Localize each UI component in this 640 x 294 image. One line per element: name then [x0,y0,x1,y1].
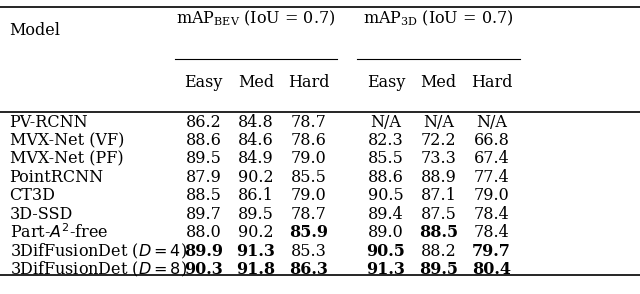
Text: 89.4: 89.4 [368,206,404,223]
Text: 79.0: 79.0 [474,187,509,204]
Text: Med: Med [420,74,456,91]
Text: mAP$_{\mathregular{3D}}$ (IoU = 0.7): mAP$_{\mathregular{3D}}$ (IoU = 0.7) [364,9,514,28]
Text: 86.2: 86.2 [186,113,221,131]
Text: 78.7: 78.7 [291,113,326,131]
Text: 86.1: 86.1 [238,187,274,204]
Text: 3D-SSD: 3D-SSD [10,206,73,223]
Text: 90.5: 90.5 [367,243,405,260]
Text: 84.6: 84.6 [238,132,274,149]
Text: 91.3: 91.3 [367,261,405,278]
Text: N/A: N/A [476,113,507,131]
Text: CT3D: CT3D [10,187,56,204]
Text: 82.3: 82.3 [368,132,404,149]
Text: N/A: N/A [423,113,454,131]
Text: 88.2: 88.2 [420,243,456,260]
Text: 84.9: 84.9 [238,151,274,167]
Text: 88.6: 88.6 [368,169,404,186]
Text: 89.0: 89.0 [368,224,404,241]
Text: 87.1: 87.1 [420,187,456,204]
Text: 87.5: 87.5 [420,206,456,223]
Text: MVX-Net (PF): MVX-Net (PF) [10,151,124,167]
Text: 85.9: 85.9 [289,224,328,241]
Text: 89.5: 89.5 [238,206,274,223]
Text: 85.5: 85.5 [291,169,326,186]
Text: 90.2: 90.2 [238,224,274,241]
Text: PV-RCNN: PV-RCNN [10,113,88,131]
Text: 91.8: 91.8 [236,261,276,278]
Text: Hard: Hard [288,74,329,91]
Text: 84.8: 84.8 [238,113,274,131]
Text: mAP$_{\mathregular{BEV}}$ (IoU = 0.7): mAP$_{\mathregular{BEV}}$ (IoU = 0.7) [176,9,336,28]
Text: PointRCNN: PointRCNN [10,169,104,186]
Text: Part-$A^2$-free: Part-$A^2$-free [10,223,108,242]
Text: 3DifFusionDet ($D = 4$): 3DifFusionDet ($D = 4$) [10,242,187,261]
Text: 88.6: 88.6 [186,132,221,149]
Text: 3DifFusionDet ($D = 8$): 3DifFusionDet ($D = 8$) [10,260,187,279]
Text: 67.4: 67.4 [474,151,509,167]
Text: 79.0: 79.0 [291,151,326,167]
Text: Hard: Hard [471,74,512,91]
Text: 88.0: 88.0 [186,224,221,241]
Text: N/A: N/A [371,113,401,131]
Text: 72.2: 72.2 [420,132,456,149]
Text: 79.0: 79.0 [291,187,326,204]
Text: 73.3: 73.3 [420,151,456,167]
Text: 86.3: 86.3 [289,261,328,278]
Text: 89.5: 89.5 [186,151,221,167]
Text: 87.9: 87.9 [186,169,221,186]
Text: Model: Model [10,22,61,39]
Text: 78.7: 78.7 [291,206,326,223]
Text: 90.2: 90.2 [238,169,274,186]
Text: Med: Med [238,74,274,91]
Text: Easy: Easy [184,74,223,91]
Text: Easy: Easy [367,74,405,91]
Text: 88.5: 88.5 [419,224,458,241]
Text: 78.4: 78.4 [474,224,509,241]
Text: 79.7: 79.7 [472,243,511,260]
Text: 88.5: 88.5 [186,187,221,204]
Text: 85.3: 85.3 [291,243,326,260]
Text: 78.4: 78.4 [474,206,509,223]
Text: 90.3: 90.3 [184,261,223,278]
Text: 89.7: 89.7 [186,206,221,223]
Text: MVX-Net (VF): MVX-Net (VF) [10,132,124,149]
Text: 66.8: 66.8 [474,132,509,149]
Text: 78.6: 78.6 [291,132,326,149]
Text: 80.4: 80.4 [472,261,511,278]
Text: 91.3: 91.3 [237,243,275,260]
Text: 88.9: 88.9 [420,169,456,186]
Text: 77.4: 77.4 [474,169,509,186]
Text: 89.9: 89.9 [184,243,223,260]
Text: 89.5: 89.5 [419,261,458,278]
Text: 90.5: 90.5 [368,187,404,204]
Text: 85.5: 85.5 [368,151,404,167]
